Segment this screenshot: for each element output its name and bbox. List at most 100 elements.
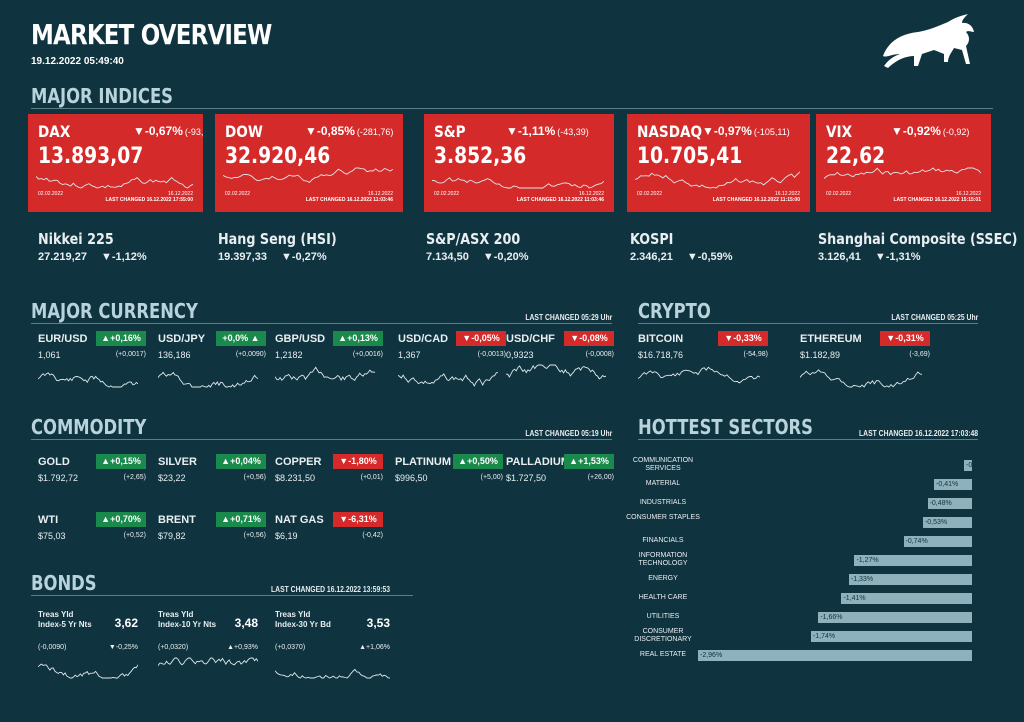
sector-value-label: -1,74% <box>812 633 836 640</box>
quote-symbol: USD/JPY <box>158 333 206 345</box>
chart-start-date: 02.02.2022 <box>637 191 663 197</box>
sparkline <box>800 369 922 388</box>
quote-abs-change: (+0,0090) <box>235 351 266 358</box>
crypto-title: CRYPTO <box>638 299 711 323</box>
sparkline-path <box>38 663 138 679</box>
index-change-pct: ▼-1,11% <box>506 124 556 138</box>
quote-abs-change: (+0,56) <box>243 532 266 539</box>
index-name: VIX <box>826 122 853 141</box>
sparkline-path <box>223 167 393 183</box>
major-currency-title: MAJOR CURRENCY <box>31 299 198 323</box>
secondary-index-name: Hang Seng (HSI) <box>218 230 337 248</box>
bond-name: Treas Yld Index-5 Yr Nts <box>38 610 92 629</box>
quote-price: $75,03 <box>38 531 66 541</box>
major-indices-title: MAJOR INDICES <box>31 84 173 108</box>
quote-abs-change: (+0,0017) <box>115 351 146 358</box>
quote-symbol: PLATINUM <box>395 456 452 468</box>
commodity-last-changed: LAST CHANGED 05:19 Uhr <box>525 429 612 438</box>
index-card-dow[interactable]: DOW ▼-0,85% (-281,76) 32.920,46 02.02.2022 16… <box>215 114 403 212</box>
index-change-pct: ▼-0,67% <box>133 124 183 138</box>
change-badge: ▲+0,50% <box>453 454 503 469</box>
quote-symbol: BITCOIN <box>638 333 684 345</box>
index-change: ▼-0,67%(-93,16) <box>133 124 203 138</box>
bond-change: ▲+1,06% <box>359 644 390 651</box>
sector-value-label: -2,96% <box>700 652 723 659</box>
change-badge: ▲+0,16% <box>96 331 146 346</box>
section-divider <box>31 108 993 109</box>
secondary-index-value: 27.219,27 <box>38 251 87 263</box>
index-change: ▼-1,11% (-43,39) <box>506 124 589 138</box>
secondary-index: Hang Seng (HSI) 19.397,33 ▼-0,27% <box>218 230 358 263</box>
sparkline-path <box>158 657 258 667</box>
index-last-changed: LAST CHANGED 16.12.2022 17:55:00 <box>105 197 193 203</box>
secondary-index-change: ▼-0,20% <box>482 251 529 263</box>
sectors-last-changed: LAST CHANGED 16.12.2022 17:03:48 <box>858 429 978 438</box>
sector-bar <box>848 574 972 585</box>
sparkline-path <box>275 668 390 679</box>
index-card-nasdaq[interactable]: NASDAQ ▼-0,97% (-105,11) 10.705,41 02.02.202… <box>627 114 810 212</box>
secondary-index: Shanghai Composite (SSEC) 3.126,41 ▼-1,31% <box>818 230 1024 263</box>
sparkline-path <box>824 167 981 179</box>
quote-price: 1,2182 <box>275 350 303 360</box>
crypto-last-changed: LAST CHANGED 05:25 Uhr <box>891 313 978 322</box>
index-card-dax[interactable]: DAX ▼-0,67%(-93,16) 13.893,07 02.02.2022 16.… <box>28 114 203 212</box>
sector-bar <box>818 612 972 623</box>
index-change-pct: ▼-0,85% <box>305 124 355 138</box>
hottest-sectors-title: HOTTEST SECTORS <box>638 415 813 439</box>
index-name: NASDAQ <box>637 122 703 141</box>
index-last-changed: LAST CHANGED 16.12.2022 11:15:00 <box>712 197 800 203</box>
bond-abs-change: (-0,0090) <box>38 644 67 651</box>
sector-bar <box>927 498 972 509</box>
bond-name: Treas Yld Index-10 Yr Nts <box>158 610 217 629</box>
index-change: ▼-0,85% (-281,76) <box>305 124 393 138</box>
quote-price: 1,061 <box>38 350 61 360</box>
sparkline-path <box>506 364 606 380</box>
index-last-changed: LAST CHANGED 16.12.2022 15:15:01 <box>893 197 981 203</box>
sparkline-path <box>398 372 498 387</box>
index-card-vix[interactable]: VIX ▼-0,92% (-0,92) 22,62 02.02.2022 16.12.20… <box>816 114 991 212</box>
sector-label: HEALTH CARE <box>638 594 688 601</box>
sparkline-path <box>635 171 800 189</box>
change-badge: ▲+0,71% <box>216 512 266 527</box>
quote-symbol: GOLD <box>38 456 70 468</box>
quote-price: 1,367 <box>398 350 421 360</box>
index-value: 3.852,36 <box>434 144 527 169</box>
quote-abs-change: (+2,65) <box>123 474 146 481</box>
index-change: ▼-0,92% (-0,92) <box>891 124 969 138</box>
secondary-index-name: KOSPI <box>630 230 674 248</box>
sector-label: MATERIAL <box>645 480 681 487</box>
index-change-abs: (-0,92) <box>942 127 970 137</box>
quote-abs-change: (-0,0013) <box>477 351 506 358</box>
index-card-sp[interactable]: S&P ▼-1,11% (-43,39) 3.852,36 02.02.2022 16.1… <box>424 114 614 212</box>
chart-start-date: 02.02.2022 <box>434 191 460 197</box>
index-value: 22,62 <box>826 144 886 169</box>
sector-bar <box>903 536 972 547</box>
sparkline-path <box>36 176 193 189</box>
sparkline-path <box>800 369 922 388</box>
secondary-index-row: 2.346,21 ▼-0,59% <box>630 251 733 263</box>
bond-value: 3,53 <box>366 616 390 630</box>
quote-abs-change: (+5,00) <box>480 474 503 481</box>
sparkline <box>506 364 606 380</box>
quote-price: $6,19 <box>275 531 298 541</box>
quote-abs-change: (-0,0008) <box>585 351 614 358</box>
index-value: 32.920,46 <box>225 144 331 169</box>
bond-change: ▲+0,93% <box>227 644 258 651</box>
commodity-title: COMMODITY <box>31 415 147 439</box>
chart-start-date: 02.02.2022 <box>225 191 251 197</box>
sector-value-label: -1,66% <box>820 614 843 621</box>
quote-abs-change: (-54,98) <box>743 351 768 358</box>
sector-label: INFORMATION TECHNOLOGY <box>638 552 688 567</box>
secondary-index-row: 3.126,41 ▼-1,31% <box>818 251 1024 263</box>
sector-bar <box>934 479 972 490</box>
section-divider <box>31 595 413 596</box>
quote-abs-change: (+0,01) <box>360 474 383 481</box>
sparkline-path <box>638 366 760 384</box>
index-change-pct: ▼-0,97% <box>702 124 752 138</box>
index-last-changed: LAST CHANGED 16.12.2022 11:03:46 <box>305 197 393 203</box>
sector-value-label: -1,41% <box>843 595 866 602</box>
timestamp: 19.12.2022 05:49:40 <box>31 56 124 67</box>
quote-symbol: BRENT <box>158 514 196 526</box>
sparkline <box>38 372 138 388</box>
change-badge: ▼-0,05% <box>456 331 506 346</box>
